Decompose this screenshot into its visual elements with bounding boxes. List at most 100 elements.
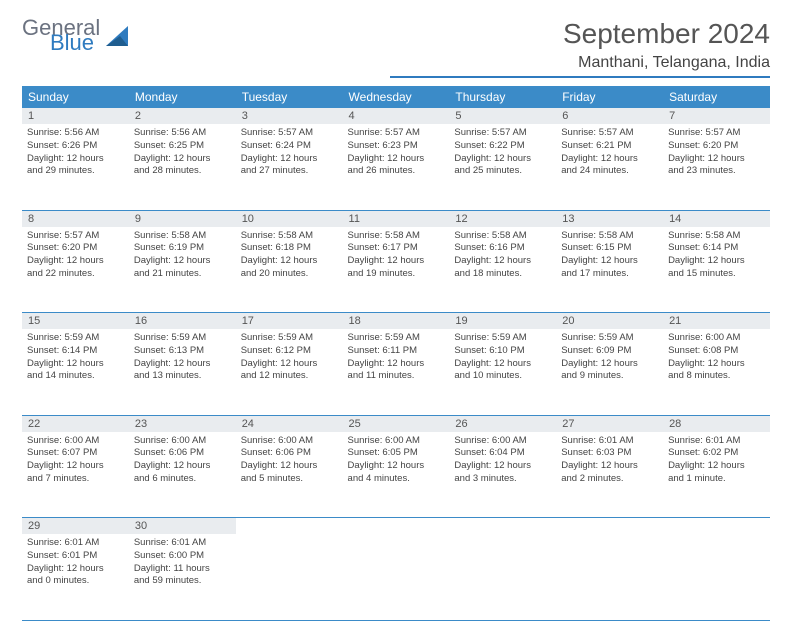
- day1-line: Daylight: 12 hours: [454, 460, 551, 473]
- sunrise-line: Sunrise: 6:01 AM: [134, 537, 231, 550]
- sunset-line: Sunset: 6:13 PM: [134, 345, 231, 358]
- sunrise-line: Sunrise: 6:00 AM: [134, 435, 231, 448]
- day-number-cell: 26: [449, 415, 556, 432]
- sunset-line: Sunset: 6:26 PM: [27, 140, 124, 153]
- day-cell-content: Sunrise: 6:00 AMSunset: 6:07 PMDaylight:…: [22, 432, 129, 491]
- day1-line: Daylight: 12 hours: [668, 358, 765, 371]
- day-cell-content: Sunrise: 6:00 AMSunset: 6:06 PMDaylight:…: [129, 432, 236, 491]
- day-number-cell: 6: [556, 108, 663, 124]
- day-number: 18: [349, 315, 361, 327]
- sunset-line: Sunset: 6:09 PM: [561, 345, 658, 358]
- day-number-cell: 29: [22, 518, 129, 535]
- week-row: Sunrise: 6:00 AMSunset: 6:07 PMDaylight:…: [22, 432, 770, 518]
- day1-line: Daylight: 12 hours: [348, 460, 445, 473]
- week-row: Sunrise: 5:59 AMSunset: 6:14 PMDaylight:…: [22, 329, 770, 415]
- day-cell: Sunrise: 6:00 AMSunset: 6:06 PMDaylight:…: [236, 432, 343, 518]
- day1-line: Daylight: 12 hours: [454, 153, 551, 166]
- weekday-header: Friday: [556, 86, 663, 108]
- day-cell: Sunrise: 5:58 AMSunset: 6:16 PMDaylight:…: [449, 227, 556, 313]
- day1-line: Daylight: 12 hours: [241, 460, 338, 473]
- day-cell: Sunrise: 6:00 AMSunset: 6:06 PMDaylight:…: [129, 432, 236, 518]
- day-number: 25: [349, 418, 361, 430]
- week-row: Sunrise: 5:57 AMSunset: 6:20 PMDaylight:…: [22, 227, 770, 313]
- sunrise-line: Sunrise: 5:58 AM: [134, 230, 231, 243]
- day-cell: [556, 534, 663, 620]
- day-number-cell: 22: [22, 415, 129, 432]
- day-number: 4: [349, 110, 355, 122]
- week-row: Sunrise: 6:01 AMSunset: 6:01 PMDaylight:…: [22, 534, 770, 620]
- day1-line: Daylight: 12 hours: [134, 460, 231, 473]
- day-number: 6: [562, 110, 568, 122]
- day1-line: Daylight: 12 hours: [454, 255, 551, 268]
- day-number: 17: [242, 315, 254, 327]
- day-cell-content: Sunrise: 5:58 AMSunset: 6:18 PMDaylight:…: [236, 227, 343, 286]
- day-cell-content: Sunrise: 6:00 AMSunset: 6:04 PMDaylight:…: [449, 432, 556, 491]
- day1-line: Daylight: 12 hours: [348, 358, 445, 371]
- day1-line: Daylight: 12 hours: [668, 153, 765, 166]
- day2-line: and 23 minutes.: [668, 165, 765, 178]
- day-number-cell: 7: [663, 108, 770, 124]
- day-cell-content: Sunrise: 5:56 AMSunset: 6:26 PMDaylight:…: [22, 124, 129, 183]
- day-cell: Sunrise: 5:58 AMSunset: 6:19 PMDaylight:…: [129, 227, 236, 313]
- sunset-line: Sunset: 6:14 PM: [668, 242, 765, 255]
- day-number-cell: 4: [343, 108, 450, 124]
- day-number-cell: [343, 518, 450, 535]
- day-number-cell: 30: [129, 518, 236, 535]
- weekday-header: Monday: [129, 86, 236, 108]
- day-number-cell: 13: [556, 210, 663, 227]
- day1-line: Daylight: 12 hours: [134, 153, 231, 166]
- weekday-header: Wednesday: [343, 86, 450, 108]
- sunset-line: Sunset: 6:03 PM: [561, 447, 658, 460]
- day-cell-content: Sunrise: 5:58 AMSunset: 6:15 PMDaylight:…: [556, 227, 663, 286]
- day2-line: and 15 minutes.: [668, 268, 765, 281]
- sunset-line: Sunset: 6:22 PM: [454, 140, 551, 153]
- day-number-row: 1234567: [22, 108, 770, 124]
- sunset-line: Sunset: 6:19 PM: [134, 242, 231, 255]
- day1-line: Daylight: 12 hours: [27, 563, 124, 576]
- day2-line: and 22 minutes.: [27, 268, 124, 281]
- day-number-cell: 19: [449, 313, 556, 330]
- day2-line: and 12 minutes.: [241, 370, 338, 383]
- day-number-cell: 24: [236, 415, 343, 432]
- day-number-row: 2930: [22, 518, 770, 535]
- day1-line: Daylight: 12 hours: [241, 255, 338, 268]
- day-number: 16: [135, 315, 147, 327]
- calendar-table: Sunday Monday Tuesday Wednesday Thursday…: [22, 86, 770, 621]
- sunset-line: Sunset: 6:17 PM: [348, 242, 445, 255]
- day-number-cell: 9: [129, 210, 236, 227]
- day-number-cell: 18: [343, 313, 450, 330]
- day-cell-content: Sunrise: 5:56 AMSunset: 6:25 PMDaylight:…: [129, 124, 236, 183]
- sunset-line: Sunset: 6:24 PM: [241, 140, 338, 153]
- day-cell-content: Sunrise: 5:59 AMSunset: 6:09 PMDaylight:…: [556, 329, 663, 388]
- day-number-cell: 10: [236, 210, 343, 227]
- day1-line: Daylight: 12 hours: [668, 255, 765, 268]
- day2-line: and 19 minutes.: [348, 268, 445, 281]
- day-cell: Sunrise: 6:00 AMSunset: 6:08 PMDaylight:…: [663, 329, 770, 415]
- day2-line: and 5 minutes.: [241, 473, 338, 486]
- sunrise-line: Sunrise: 5:56 AM: [27, 127, 124, 140]
- sunrise-line: Sunrise: 5:57 AM: [561, 127, 658, 140]
- day-cell: Sunrise: 5:58 AMSunset: 6:17 PMDaylight:…: [343, 227, 450, 313]
- day-cell-content: Sunrise: 5:58 AMSunset: 6:17 PMDaylight:…: [343, 227, 450, 286]
- day-cell: Sunrise: 5:58 AMSunset: 6:14 PMDaylight:…: [663, 227, 770, 313]
- day1-line: Daylight: 12 hours: [348, 255, 445, 268]
- day1-line: Daylight: 12 hours: [561, 153, 658, 166]
- day2-line: and 9 minutes.: [561, 370, 658, 383]
- day-cell: Sunrise: 5:57 AMSunset: 6:20 PMDaylight:…: [663, 124, 770, 210]
- day-cell: [343, 534, 450, 620]
- day-cell: Sunrise: 5:57 AMSunset: 6:20 PMDaylight:…: [22, 227, 129, 313]
- sunrise-line: Sunrise: 6:00 AM: [27, 435, 124, 448]
- sunrise-line: Sunrise: 5:59 AM: [241, 332, 338, 345]
- sunset-line: Sunset: 6:20 PM: [27, 242, 124, 255]
- day-cell-content: Sunrise: 5:57 AMSunset: 6:22 PMDaylight:…: [449, 124, 556, 183]
- sunset-line: Sunset: 6:06 PM: [241, 447, 338, 460]
- day2-line: and 13 minutes.: [134, 370, 231, 383]
- day-number: 22: [28, 418, 40, 430]
- day-cell: Sunrise: 6:01 AMSunset: 6:01 PMDaylight:…: [22, 534, 129, 620]
- day1-line: Daylight: 12 hours: [27, 153, 124, 166]
- day-number-cell: [663, 518, 770, 535]
- day-number: 14: [669, 213, 681, 225]
- sunset-line: Sunset: 6:11 PM: [348, 345, 445, 358]
- location-subtitle: Manthani, Telangana, India: [390, 54, 770, 78]
- sunrise-line: Sunrise: 5:57 AM: [454, 127, 551, 140]
